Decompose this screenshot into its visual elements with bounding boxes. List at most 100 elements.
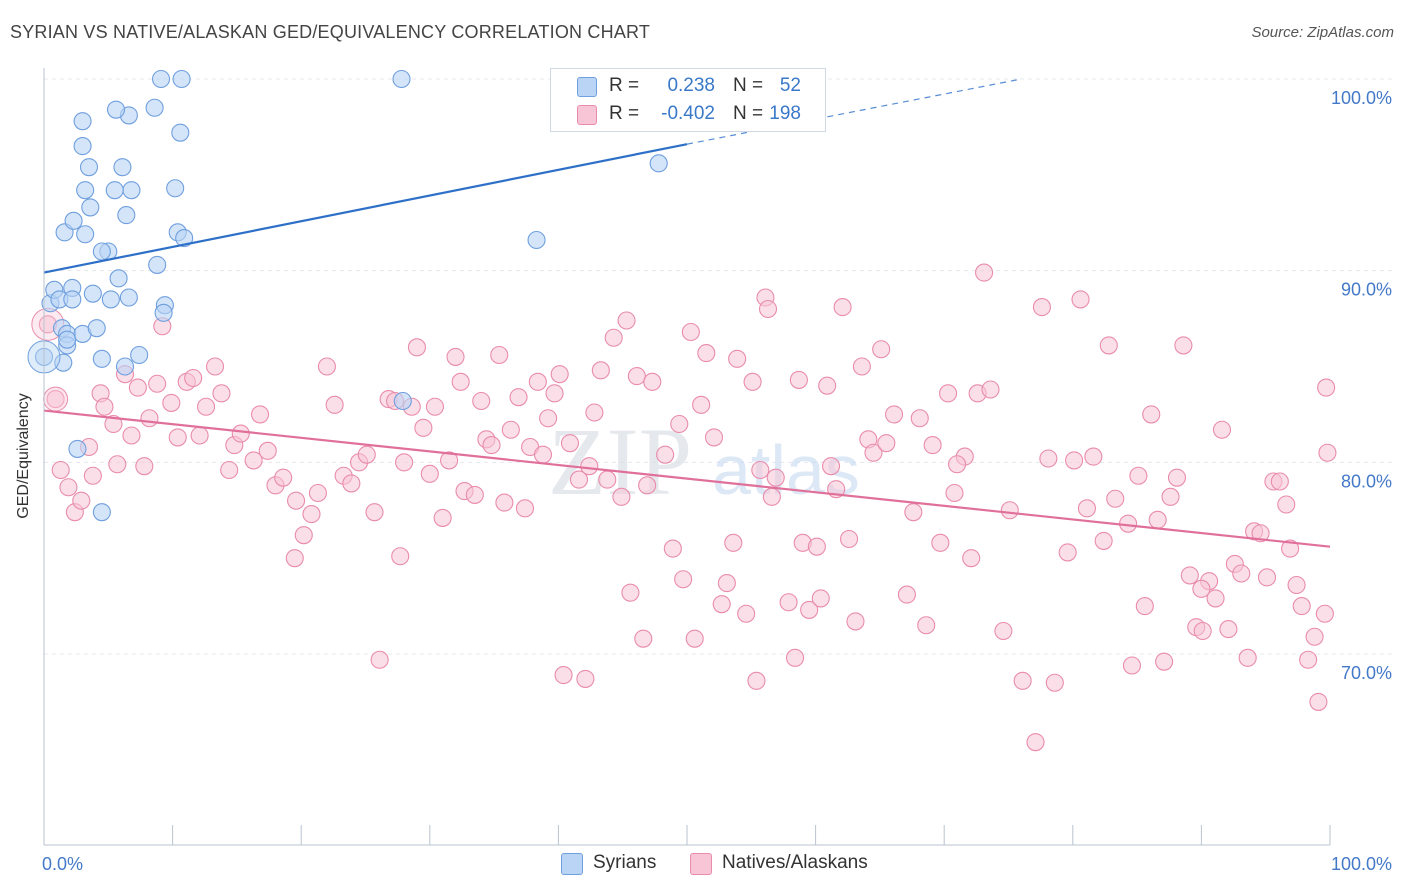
legend-r-label: R = bbox=[609, 103, 640, 124]
natives-point bbox=[904, 503, 923, 522]
natives-point bbox=[550, 365, 569, 384]
syrians-point bbox=[113, 158, 132, 177]
syrians-point bbox=[117, 206, 136, 225]
syrians-point bbox=[79, 158, 99, 177]
natives-point bbox=[923, 436, 942, 455]
natives-point bbox=[162, 393, 181, 412]
legend-n-label: N = bbox=[733, 75, 764, 96]
natives-point bbox=[598, 470, 617, 489]
natives-point bbox=[1099, 336, 1118, 355]
natives-point bbox=[981, 380, 1000, 399]
natives-point bbox=[833, 298, 852, 317]
syrians-point bbox=[92, 242, 111, 261]
y-axis-label: GED/Equivalency bbox=[15, 393, 32, 518]
natives-point bbox=[576, 669, 595, 688]
natives-point bbox=[414, 418, 433, 437]
natives-point bbox=[250, 405, 270, 424]
natives-point bbox=[545, 384, 564, 403]
natives-point bbox=[391, 547, 410, 566]
natives-point bbox=[643, 372, 662, 391]
y-tick-label: 70.0% bbox=[1341, 663, 1392, 683]
syrians-point bbox=[106, 100, 126, 119]
natives-point bbox=[72, 491, 91, 510]
natives-point bbox=[1026, 733, 1045, 752]
syrians-point bbox=[87, 319, 106, 338]
trend-lines bbox=[43, 78, 1331, 548]
natives-point bbox=[638, 476, 657, 495]
syrians-trend-extension bbox=[686, 78, 1022, 145]
syrians-point bbox=[122, 181, 141, 200]
syrians-point bbox=[154, 303, 173, 322]
natives-point bbox=[342, 474, 361, 493]
natives-point bbox=[1135, 597, 1154, 616]
natives-point bbox=[1238, 648, 1257, 667]
natives-point bbox=[1000, 501, 1019, 520]
legend-row-natives: R = -0.402 N = 198 bbox=[551, 100, 825, 128]
natives-point bbox=[1318, 443, 1337, 462]
natives-point bbox=[634, 629, 653, 648]
natives-point bbox=[1142, 405, 1161, 424]
natives-point bbox=[515, 499, 535, 518]
natives-point bbox=[482, 436, 501, 455]
natives-point bbox=[580, 457, 599, 476]
natives-point bbox=[490, 345, 509, 365]
natives-point bbox=[231, 424, 250, 443]
natives-point bbox=[697, 344, 716, 363]
natives-point bbox=[1032, 298, 1051, 317]
natives-point bbox=[762, 487, 781, 506]
natives-point bbox=[395, 453, 414, 472]
syrians-point bbox=[145, 98, 164, 117]
axes: 100.0% 90.0% 80.0% 70.0% 0.0% 100.0% bbox=[42, 68, 1392, 874]
natives-point bbox=[1167, 468, 1187, 487]
natives-point bbox=[1270, 472, 1289, 491]
natives-point bbox=[604, 328, 623, 347]
natives-point bbox=[148, 374, 167, 393]
natives-point bbox=[1071, 290, 1090, 309]
natives-point bbox=[1122, 656, 1142, 675]
natives-point bbox=[357, 445, 376, 464]
y-tick-label: 80.0% bbox=[1341, 471, 1392, 491]
natives-point bbox=[528, 372, 547, 391]
natives-point bbox=[140, 409, 159, 428]
syrians-point bbox=[172, 69, 191, 89]
natives-point bbox=[800, 600, 819, 619]
natives-point bbox=[1192, 579, 1211, 598]
natives-point bbox=[1058, 543, 1077, 562]
natives-trend-line bbox=[43, 409, 1331, 548]
natives-point bbox=[728, 349, 747, 368]
natives-point bbox=[779, 593, 798, 612]
natives-point bbox=[811, 589, 830, 608]
syrians-point bbox=[105, 181, 124, 200]
natives-point bbox=[108, 455, 127, 474]
syrians-point bbox=[92, 503, 111, 522]
bottom-label-syrians: Syrians bbox=[593, 852, 657, 873]
natives-point bbox=[1257, 568, 1277, 587]
natives-point bbox=[766, 468, 785, 487]
legend-swatch-syrians bbox=[577, 77, 597, 97]
natives-point bbox=[1193, 621, 1212, 641]
natives-point bbox=[274, 468, 293, 487]
natives-point bbox=[135, 457, 154, 476]
natives-point bbox=[1155, 652, 1174, 671]
natives-point bbox=[747, 671, 766, 690]
y-tick-label: 100.0% bbox=[1331, 88, 1392, 108]
syrians-point bbox=[76, 181, 95, 200]
natives-point bbox=[1013, 671, 1032, 690]
natives-point bbox=[877, 434, 896, 453]
natives-point bbox=[212, 384, 231, 403]
natives-point bbox=[1084, 447, 1103, 466]
natives-point bbox=[704, 428, 724, 447]
natives-point bbox=[501, 420, 520, 439]
natives-points bbox=[31, 263, 1337, 752]
legend-swatch-natives bbox=[577, 105, 597, 125]
natives-point bbox=[692, 395, 711, 414]
syrians-point bbox=[115, 357, 135, 376]
natives-point bbox=[1045, 673, 1064, 692]
natives-point bbox=[1039, 449, 1058, 468]
natives-point bbox=[554, 666, 573, 685]
natives-point bbox=[931, 533, 950, 552]
natives-point bbox=[1148, 510, 1167, 529]
natives-point bbox=[818, 376, 837, 395]
natives-point bbox=[465, 485, 484, 504]
